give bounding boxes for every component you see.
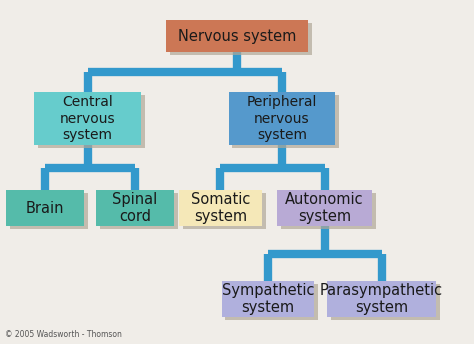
Text: Central
nervous
system: Central nervous system xyxy=(60,96,116,142)
FancyBboxPatch shape xyxy=(179,190,262,226)
FancyBboxPatch shape xyxy=(38,95,145,148)
FancyBboxPatch shape xyxy=(277,190,372,226)
Text: © 2005 Wadsworth - Thomson: © 2005 Wadsworth - Thomson xyxy=(5,330,122,339)
Text: Parasympathetic
system: Parasympathetic system xyxy=(320,283,443,315)
FancyBboxPatch shape xyxy=(166,20,308,52)
FancyBboxPatch shape xyxy=(9,193,88,229)
FancyBboxPatch shape xyxy=(331,284,440,320)
FancyBboxPatch shape xyxy=(34,92,141,145)
FancyBboxPatch shape xyxy=(225,284,318,320)
FancyBboxPatch shape xyxy=(6,190,84,226)
FancyBboxPatch shape xyxy=(100,193,178,229)
FancyBboxPatch shape xyxy=(228,92,336,145)
Text: Somatic
system: Somatic system xyxy=(191,192,250,224)
Text: Autonomic
system: Autonomic system xyxy=(285,192,364,224)
FancyBboxPatch shape xyxy=(327,281,436,317)
FancyBboxPatch shape xyxy=(281,193,376,229)
FancyBboxPatch shape xyxy=(183,193,265,229)
Text: Peripheral
nervous
system: Peripheral nervous system xyxy=(247,96,317,142)
Text: Brain: Brain xyxy=(26,201,64,216)
Text: Nervous system: Nervous system xyxy=(178,29,296,44)
Text: Sympathetic
system: Sympathetic system xyxy=(221,283,314,315)
FancyBboxPatch shape xyxy=(170,23,312,55)
FancyBboxPatch shape xyxy=(221,281,314,317)
Text: Spinal
cord: Spinal cord xyxy=(112,192,158,224)
FancyBboxPatch shape xyxy=(232,95,339,148)
FancyBboxPatch shape xyxy=(96,190,174,226)
